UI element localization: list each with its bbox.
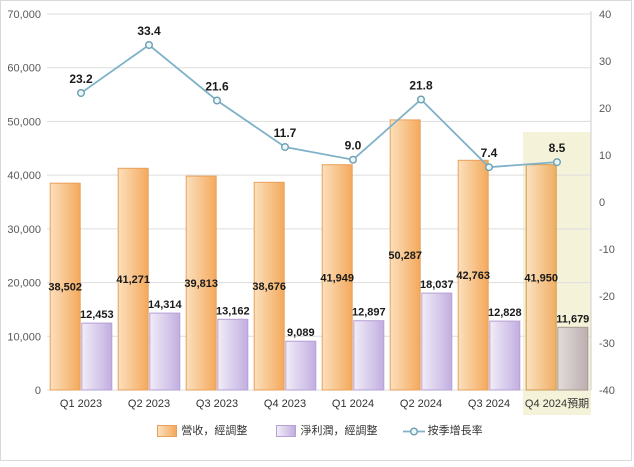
svg-text:Q3 2023: Q3 2023 <box>196 398 238 410</box>
svg-text:Q2 2024: Q2 2024 <box>400 398 442 410</box>
svg-text:30: 30 <box>599 56 611 68</box>
svg-text:42,763: 42,763 <box>456 270 490 282</box>
svg-text:33.4: 33.4 <box>137 24 161 38</box>
svg-text:40,000: 40,000 <box>7 170 41 182</box>
svg-text:Q3 2024: Q3 2024 <box>468 398 510 410</box>
svg-text:39,813: 39,813 <box>184 278 218 290</box>
svg-text:50,000: 50,000 <box>7 116 41 128</box>
svg-text:41,950: 41,950 <box>524 272 558 284</box>
svg-text:-30: -30 <box>599 338 615 350</box>
svg-text:12,828: 12,828 <box>488 307 522 319</box>
svg-text:38,676: 38,676 <box>252 281 286 293</box>
svg-text:12,897: 12,897 <box>352 307 386 319</box>
svg-text:Q1 2024: Q1 2024 <box>332 398 374 410</box>
svg-text:13,162: 13,162 <box>216 305 250 317</box>
svg-text:Q2 2023: Q2 2023 <box>128 398 170 410</box>
svg-text:0: 0 <box>599 197 605 209</box>
svg-text:70,000: 70,000 <box>7 9 41 21</box>
svg-text:20: 20 <box>599 103 611 115</box>
svg-text:Q4 2023: Q4 2023 <box>264 398 306 410</box>
svg-text:60,000: 60,000 <box>7 63 41 75</box>
svg-text:-20: -20 <box>599 291 615 303</box>
svg-text:-40: -40 <box>599 385 615 397</box>
svg-text:14,314: 14,314 <box>148 299 183 311</box>
svg-text:Q1 2023: Q1 2023 <box>60 398 102 410</box>
svg-text:23.2: 23.2 <box>69 72 93 86</box>
svg-text:10: 10 <box>599 150 611 162</box>
svg-text:41,271: 41,271 <box>116 274 150 286</box>
svg-text:18,037: 18,037 <box>420 279 454 291</box>
svg-text:12,453: 12,453 <box>80 309 114 321</box>
svg-text:40: 40 <box>599 9 611 21</box>
svg-text:11,679: 11,679 <box>556 313 589 325</box>
svg-text:21.6: 21.6 <box>205 80 229 94</box>
svg-text:41,949: 41,949 <box>320 272 354 284</box>
svg-text:21.8: 21.8 <box>409 79 433 93</box>
svg-text:9,089: 9,089 <box>287 327 315 339</box>
svg-text:50,287: 50,287 <box>388 250 422 262</box>
svg-text:7.4: 7.4 <box>481 146 498 160</box>
svg-text:0: 0 <box>35 385 41 397</box>
svg-text:38,502: 38,502 <box>48 282 82 294</box>
svg-text:30,000: 30,000 <box>7 224 41 236</box>
svg-text:8.5: 8.5 <box>549 141 566 155</box>
svg-text:9.0: 9.0 <box>345 139 362 153</box>
svg-text:11.7: 11.7 <box>274 126 297 140</box>
svg-text:20,000: 20,000 <box>7 278 41 290</box>
svg-text:Q4 2024預期: Q4 2024預期 <box>525 397 589 410</box>
svg-text:-10: -10 <box>599 244 615 256</box>
svg-text:10,000: 10,000 <box>7 331 41 343</box>
